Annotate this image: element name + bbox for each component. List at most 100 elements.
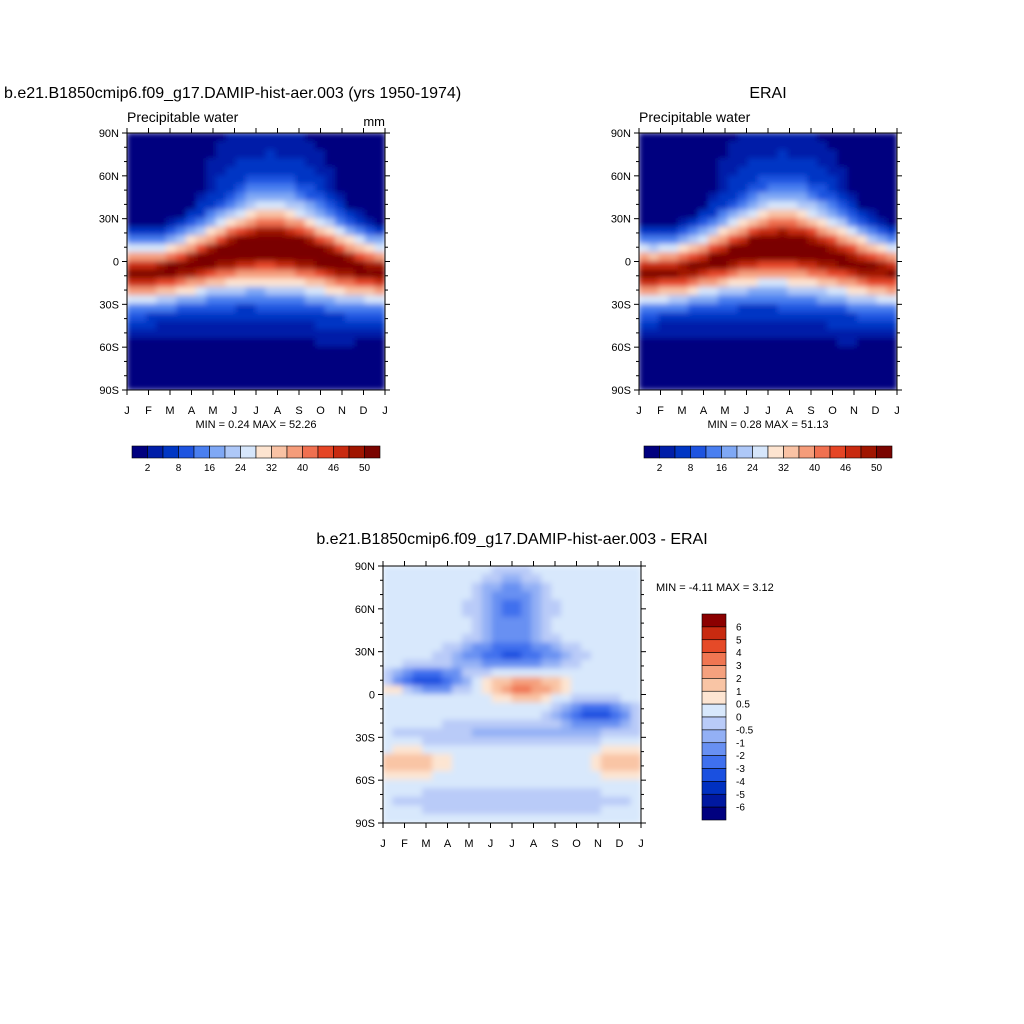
field-cell <box>205 329 217 340</box>
field-cell <box>344 209 356 220</box>
field-cell <box>797 183 809 194</box>
field-cell <box>255 372 267 383</box>
field-cell <box>127 329 138 340</box>
field-cell <box>757 209 769 220</box>
field-cell <box>471 634 483 644</box>
field-cell <box>846 209 858 220</box>
field-cell <box>471 625 483 636</box>
field-cell <box>255 158 267 168</box>
field-cell <box>412 694 424 704</box>
field-cell <box>392 608 404 619</box>
field-cell <box>186 329 198 340</box>
field-cell <box>136 286 148 297</box>
field-cell <box>422 702 434 713</box>
field-cell <box>235 218 247 228</box>
field-cell <box>255 312 267 323</box>
field-cell <box>127 192 138 203</box>
field-cell <box>305 175 317 186</box>
colorbar-swatch <box>178 445 195 459</box>
field-cell <box>127 166 138 177</box>
field-cell <box>531 779 543 790</box>
field-cell <box>215 329 227 340</box>
field-cell <box>836 209 849 220</box>
field-cell <box>305 329 317 340</box>
field-cell <box>620 566 632 576</box>
field-cell <box>344 201 356 211</box>
field-cell <box>727 363 739 374</box>
field-cell <box>648 226 660 237</box>
field-cell <box>285 192 297 203</box>
field-cell <box>521 796 533 807</box>
field-cell <box>451 796 464 807</box>
field-cell <box>698 261 710 271</box>
field-cell <box>315 269 327 280</box>
field-cell <box>295 235 307 246</box>
colorbar-label: 40 <box>809 463 821 474</box>
field-cell <box>461 582 473 593</box>
field-cell <box>777 380 789 390</box>
field-cell <box>580 779 593 790</box>
field-cell <box>383 745 394 756</box>
field-cell <box>374 201 385 211</box>
field-cell <box>442 582 454 593</box>
y-tick-label: 60S <box>611 342 631 354</box>
field-cell <box>639 133 650 143</box>
field-cell <box>797 338 809 348</box>
field-cell <box>630 788 641 798</box>
field-cell <box>501 711 513 721</box>
y-tick-label: 30N <box>355 647 375 659</box>
field-cell <box>324 149 337 160</box>
field-cell <box>215 175 227 186</box>
field-cell <box>156 218 168 228</box>
field-cell <box>186 286 198 297</box>
field-cell <box>541 608 553 619</box>
field-cell <box>481 728 493 739</box>
field-cell <box>757 372 769 383</box>
field-cell <box>600 599 612 610</box>
field-cell <box>127 218 138 228</box>
field-cell <box>166 175 178 186</box>
field-cell <box>481 599 493 610</box>
field-cell <box>511 599 523 610</box>
field-cell <box>866 320 878 331</box>
field-cell <box>777 192 789 203</box>
field-cell <box>315 183 327 194</box>
field-cell <box>156 133 168 143</box>
field-cell <box>817 175 829 186</box>
field-cell <box>747 192 759 203</box>
field-cell <box>225 329 237 340</box>
field-cell <box>639 226 650 237</box>
field-cell <box>255 346 267 357</box>
field-cell <box>580 728 593 739</box>
colorbar-swatch <box>701 678 727 692</box>
field-cell <box>245 226 257 237</box>
field-cell <box>166 372 178 383</box>
field-cell <box>285 133 297 143</box>
field-cell <box>610 608 622 619</box>
field-cell <box>866 141 878 151</box>
field-cell <box>295 295 307 306</box>
field-cell <box>166 183 178 194</box>
field-cell <box>797 218 809 228</box>
field-cell <box>807 355 819 365</box>
field-cell <box>195 175 208 186</box>
field-cell <box>422 685 434 696</box>
field-cell <box>727 226 739 237</box>
field-cell <box>561 788 573 798</box>
field-cell <box>471 779 483 790</box>
field-cell <box>777 183 789 194</box>
field-cell <box>747 269 759 280</box>
field-cell <box>127 320 138 331</box>
field-cell <box>461 728 473 739</box>
field-cell <box>777 278 789 288</box>
field-cell <box>186 363 198 374</box>
field-cell <box>186 303 198 314</box>
field-cell <box>590 762 602 773</box>
field-cell <box>836 218 849 228</box>
field-cell <box>245 295 257 306</box>
field-cell <box>451 566 464 576</box>
field-cell <box>541 719 553 730</box>
field-cell <box>344 303 356 314</box>
field-cell <box>392 736 404 747</box>
field-cell <box>402 676 414 687</box>
